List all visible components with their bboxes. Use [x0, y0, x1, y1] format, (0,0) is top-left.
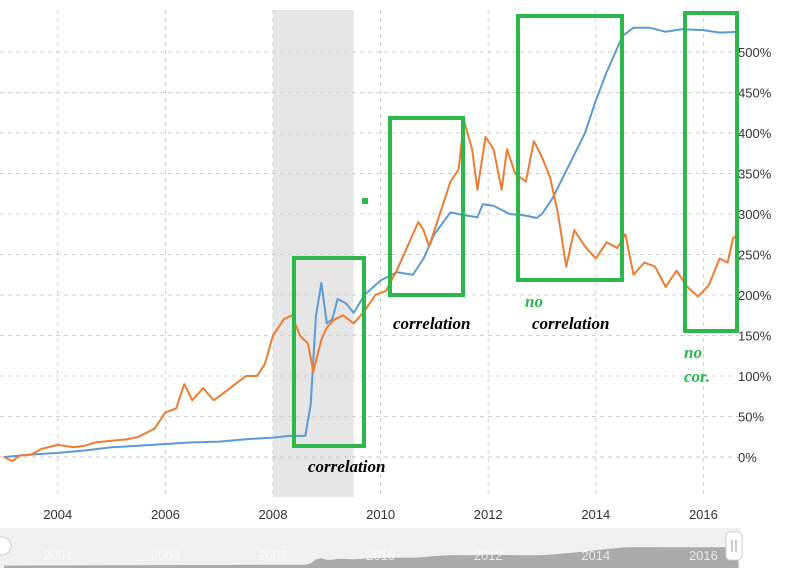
y-tick-label: 250%: [738, 248, 772, 263]
recession-shading: [273, 10, 354, 497]
x-tick-label: 2012: [474, 507, 503, 522]
navigator-labels: 2004 2006 2008 2010 2012 2014 2016: [43, 548, 718, 563]
y-tick-label: 150%: [738, 329, 772, 344]
y-tick-label: 200%: [738, 288, 772, 303]
data-series: [3, 26, 740, 463]
annotation-dot: [362, 198, 368, 204]
annotation-label-no-2: no: [684, 343, 702, 362]
annotation-box-2011: [388, 116, 465, 297]
annotation-box-2016: [683, 11, 739, 333]
x-tick-label: 2008: [259, 507, 288, 522]
annotation-label-correlation-2: correlation: [393, 314, 470, 333]
navigator-area: [4, 547, 739, 568]
x-tick-label: 2006: [151, 507, 180, 522]
x-tick-label: 2010: [366, 507, 395, 522]
x-axis: 2004 2006 2008 2010 2012 2014 2016: [43, 507, 718, 522]
annotation-box-2009: [292, 256, 366, 448]
navigator-label: 2004: [43, 548, 72, 563]
time-navigator[interactable]: 2004 2006 2008 2010 2012 2014 2016: [0, 528, 743, 568]
y-tick-label: 350%: [738, 167, 772, 182]
annotation-label-correlation-3: correlation: [532, 314, 609, 333]
y-tick-label: 400%: [738, 126, 772, 141]
y-tick-label: 300%: [738, 207, 772, 222]
annotation-label-no-1: no: [525, 292, 543, 311]
scroll-handle-left-icon[interactable]: [0, 536, 12, 556]
y-tick-label: 450%: [738, 86, 772, 101]
x-tick-label: 2016: [689, 507, 718, 522]
scroll-handle-right-icon[interactable]: [725, 531, 743, 561]
navigator-label: 2014: [581, 548, 610, 563]
x-tick-label: 2004: [43, 507, 72, 522]
y-tick-label: 100%: [738, 369, 772, 384]
series-line-1: [3, 26, 739, 458]
x-tick-label: 2014: [581, 507, 610, 522]
grid-lines: [0, 10, 738, 497]
series-line-2: [3, 119, 740, 463]
annotation-box-2013: [516, 14, 624, 282]
y-tick-label: 0%: [738, 450, 757, 465]
navigator-label: 2016: [689, 548, 718, 563]
recession-band: [273, 10, 354, 497]
annotation-label-cor: cor.: [684, 367, 710, 386]
annotations: correlation correlation no correlation n…: [292, 11, 739, 476]
y-tick-label: 500%: [738, 45, 772, 60]
navigator-label: 2010: [366, 548, 395, 563]
y-axis: 0% 50% 100% 150% 200% 250% 300% 350% 400% 450% 500…: [738, 45, 772, 465]
annotation-label-correlation-1: correlation: [308, 457, 385, 476]
navigator-label: 2006: [151, 548, 180, 563]
y-tick-label: 50%: [738, 410, 764, 425]
navigator-label: 2012: [474, 548, 503, 563]
navigator-label: 2008: [259, 548, 288, 563]
